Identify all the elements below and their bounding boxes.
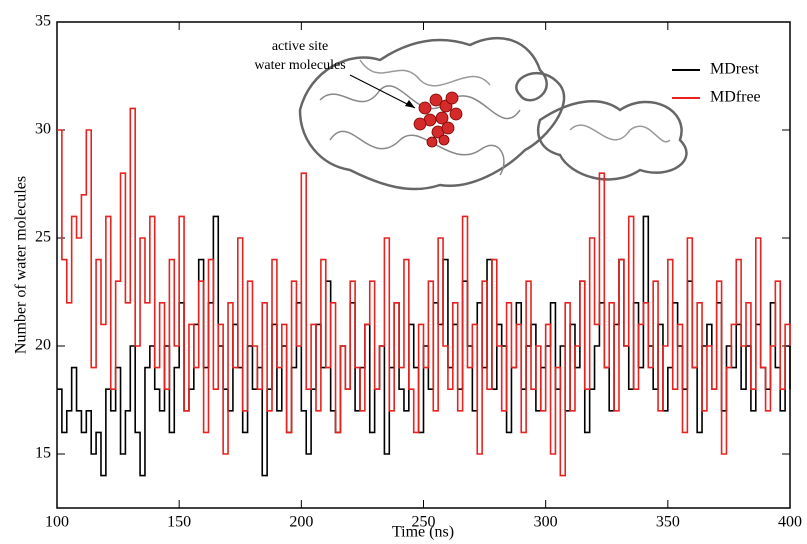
x-axis-label: Time (ns) [392,524,454,541]
y-tick-label: 20 [35,337,51,354]
y-tick-label: 35 [35,13,51,30]
x-tick-label: 400 [778,514,802,531]
y-tick-label: 15 [35,445,51,462]
x-tick-label: 100 [45,514,69,531]
x-tick-label: 300 [534,514,558,531]
x-tick-label: 150 [167,514,191,531]
y-axis-label: Number of water molecules [13,176,30,354]
annotation: water molecules [254,58,345,73]
protein-illustration [298,36,688,191]
arrow-head [405,100,415,108]
x-tick-label: 200 [289,514,313,531]
legend-label: MDrest [710,61,759,78]
water-spheres [413,91,463,148]
legend-label: MDfree [710,89,761,106]
annotation-arrow [349,74,416,109]
series-line [57,107,791,477]
plot-frame [56,21,791,509]
y-tick-label: 30 [35,121,51,138]
x-tick-label: 250 [412,514,436,531]
annotation: active site [272,39,328,54]
y-tick-label: 25 [35,229,51,246]
x-tick-label: 350 [656,514,680,531]
